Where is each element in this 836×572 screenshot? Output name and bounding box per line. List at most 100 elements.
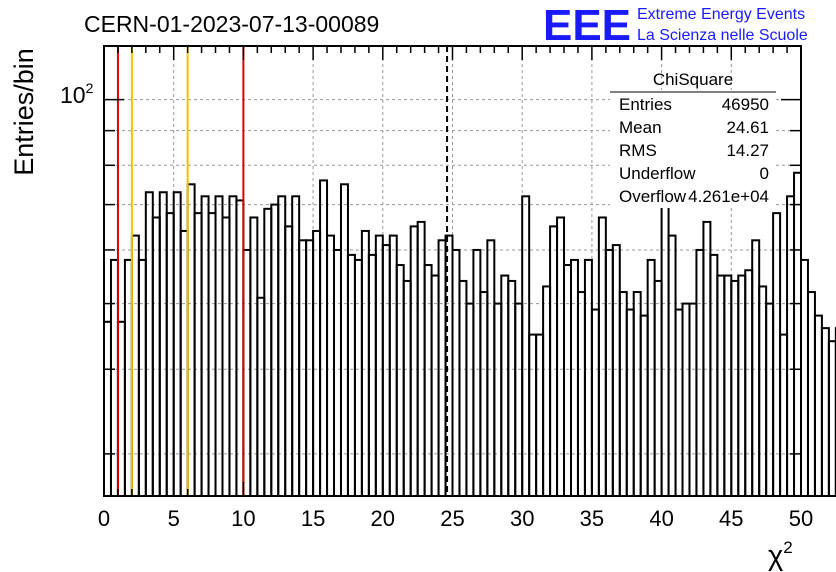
histogram-bar xyxy=(528,333,538,497)
histogram-bar xyxy=(200,195,210,497)
histogram-bar xyxy=(402,279,412,498)
stats-box: ChiSquare Entries 46950 Mean 24.61 RMS 1… xyxy=(610,70,776,208)
histogram-bar xyxy=(158,191,168,497)
histogram-bar xyxy=(521,195,531,497)
stats-value-entries: 46950 xyxy=(722,95,769,114)
histogram-bar xyxy=(388,234,398,498)
stats-label-underflow: Underflow xyxy=(619,164,696,183)
x-tick-label: 25 xyxy=(440,506,464,531)
histogram-bar xyxy=(702,220,712,498)
y-tick-label-100: 102 xyxy=(60,80,94,108)
histogram-bar xyxy=(765,302,775,497)
histogram-bar xyxy=(688,302,698,497)
x-tick-label: 35 xyxy=(580,506,604,531)
histogram-bar xyxy=(576,291,586,497)
histogram-bar xyxy=(360,229,370,497)
stats-label-mean: Mean xyxy=(619,118,662,137)
x-tick-label: 5 xyxy=(168,506,180,531)
histogram-bar xyxy=(437,239,447,497)
histogram-bar xyxy=(709,253,719,497)
histogram-bar xyxy=(305,239,315,497)
histogram-bar xyxy=(277,195,287,497)
histogram-bars xyxy=(103,171,836,498)
histogram-bar xyxy=(291,195,301,497)
x-tick-label: 50 xyxy=(789,506,813,531)
histogram-bar xyxy=(660,203,670,498)
stats-value-mean: 24.61 xyxy=(726,118,769,137)
histogram-bar xyxy=(353,258,363,497)
histogram-bar xyxy=(646,258,656,497)
histogram-bar xyxy=(493,302,503,497)
histogram-bar xyxy=(416,220,426,498)
histogram-bar xyxy=(793,171,803,498)
eee-logo: EEE Extreme Energy Events La Scienza nel… xyxy=(543,1,808,50)
histogram-bar xyxy=(800,258,809,497)
stats-label-rms: RMS xyxy=(619,141,657,160)
histogram-bar xyxy=(109,258,119,497)
histogram-bar xyxy=(786,195,796,497)
histogram-bar xyxy=(813,314,823,497)
threshold-lines xyxy=(116,46,449,496)
x-tick-label: 20 xyxy=(371,506,395,531)
histogram-bar xyxy=(270,203,280,498)
histogram-bar xyxy=(758,285,768,497)
histogram-bar xyxy=(228,195,238,497)
histogram-bar xyxy=(263,207,273,497)
histogram-bar xyxy=(827,340,836,497)
histogram-bar xyxy=(611,244,621,497)
histogram-bar xyxy=(179,229,189,497)
histogram-bar xyxy=(430,274,440,497)
histogram-bar xyxy=(486,239,496,497)
histogram-bar xyxy=(130,234,140,498)
histogram-bar xyxy=(730,279,740,498)
histogram-bar xyxy=(298,239,308,497)
histogram-bar xyxy=(395,264,405,497)
histogram-bar xyxy=(514,302,524,497)
logo-line-1: Extreme Energy Events xyxy=(637,6,805,23)
histogram-bar xyxy=(653,279,663,498)
histogram-bar xyxy=(737,274,747,497)
histogram-bar xyxy=(549,225,559,497)
histogram-bar xyxy=(563,264,572,497)
histogram-bar xyxy=(409,225,419,497)
x-ticks: 0 5 10 15 20 25 30 35 40 45 50 xyxy=(98,46,813,531)
x-tick-label: 15 xyxy=(301,506,325,531)
histogram-bar xyxy=(472,248,482,497)
histogram-bar xyxy=(716,274,726,497)
histogram-bar xyxy=(423,264,433,497)
histogram-bar xyxy=(674,308,684,497)
stats-value-rms: 14.27 xyxy=(726,141,769,160)
histogram-bar xyxy=(618,291,628,497)
histogram-bar xyxy=(451,248,461,497)
stats-value-overflow: 4.261e+04 xyxy=(688,187,769,206)
histogram-bar xyxy=(695,248,705,497)
histogram-bar xyxy=(507,279,517,498)
histogram-bar xyxy=(123,258,133,497)
x-tick-label: 45 xyxy=(719,506,743,531)
stats-label-entries: Entries xyxy=(619,95,672,114)
eee-logo-mark: EEE xyxy=(543,1,631,50)
histogram-bar xyxy=(137,258,147,497)
histogram-bar xyxy=(339,183,349,498)
histogram-bar xyxy=(542,285,552,497)
histogram-bar xyxy=(500,274,510,497)
histogram-bar xyxy=(723,274,733,497)
x-tick-label: 30 xyxy=(510,506,534,531)
histogram-bar xyxy=(667,234,677,498)
histogram-bar xyxy=(604,248,614,497)
histogram-bar xyxy=(590,308,600,497)
histogram-bar xyxy=(632,291,642,497)
stats-box-background xyxy=(610,90,776,208)
stats-value-underflow: 0 xyxy=(760,164,769,183)
histogram-bar xyxy=(535,333,545,497)
histogram-bar xyxy=(744,269,754,497)
histogram-bar xyxy=(569,258,579,497)
histogram-bar xyxy=(186,183,196,498)
histogram-bar xyxy=(583,258,593,497)
stats-label-overflow: Overflow xyxy=(619,187,687,206)
x-tick-label: 40 xyxy=(649,506,673,531)
histogram-bar xyxy=(333,248,342,497)
histogram-bar xyxy=(681,302,691,497)
x-tick-label: 0 xyxy=(98,506,110,531)
